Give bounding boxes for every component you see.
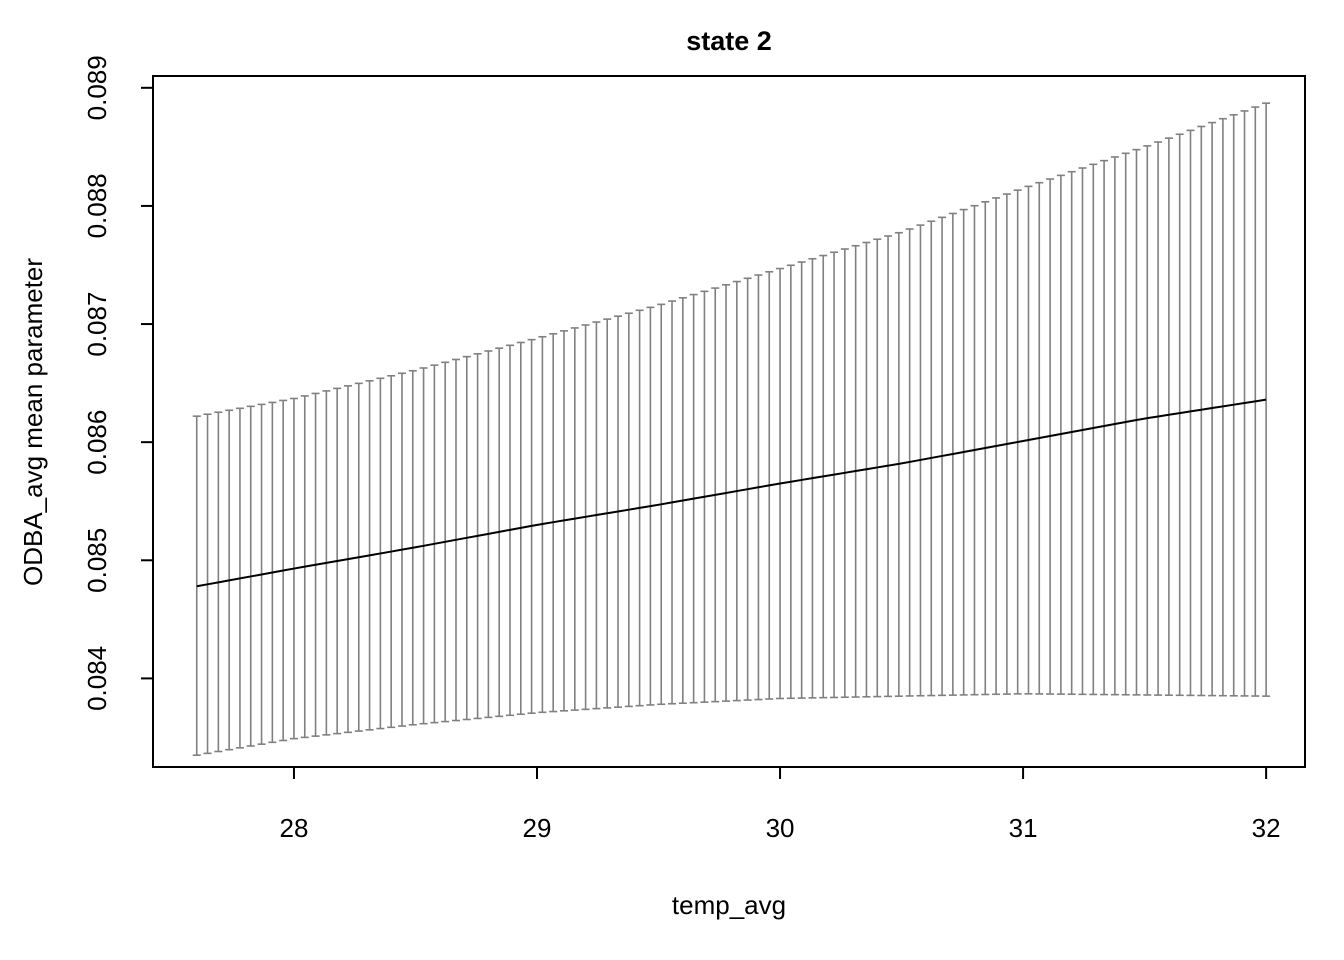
error-bar — [1208, 121, 1217, 697]
mean-curve — [196, 398, 1267, 588]
error-bar — [1175, 133, 1184, 697]
y-tick-label: 0.086 — [82, 410, 112, 475]
y-tick-label: 0.087 — [82, 292, 112, 357]
y-tick-label: 0.089 — [82, 55, 112, 120]
mean-line — [196, 398, 1267, 588]
error-bar — [1100, 159, 1109, 696]
error-bar — [1197, 125, 1206, 697]
plot-frame — [152, 75, 1306, 768]
y-tick-label: 0.085 — [82, 528, 112, 593]
y-tick-label: 0.084 — [82, 646, 112, 711]
error-bar — [1143, 145, 1152, 696]
error-bar — [1132, 148, 1141, 696]
x-tick-label: 31 — [1009, 813, 1038, 843]
x-axis-title: temp_avg — [672, 890, 786, 920]
error-bar — [1186, 129, 1195, 697]
error-bar — [1078, 167, 1087, 696]
x-tick-label: 30 — [766, 813, 795, 843]
error-bar — [1262, 102, 1271, 697]
error-bar — [1154, 141, 1163, 696]
error-bar — [1121, 152, 1130, 696]
error-bar — [1089, 163, 1098, 696]
error-bar — [1110, 156, 1119, 696]
x-tick-label: 32 — [1252, 813, 1281, 843]
x-tick-label: 28 — [280, 813, 309, 843]
y-axis-title: ODBA_avg mean parameter — [18, 258, 48, 586]
y-tick-label: 0.088 — [82, 173, 112, 238]
chart-title: state 2 — [686, 26, 772, 56]
error-bar — [1164, 137, 1173, 696]
x-tick-label: 29 — [523, 813, 552, 843]
